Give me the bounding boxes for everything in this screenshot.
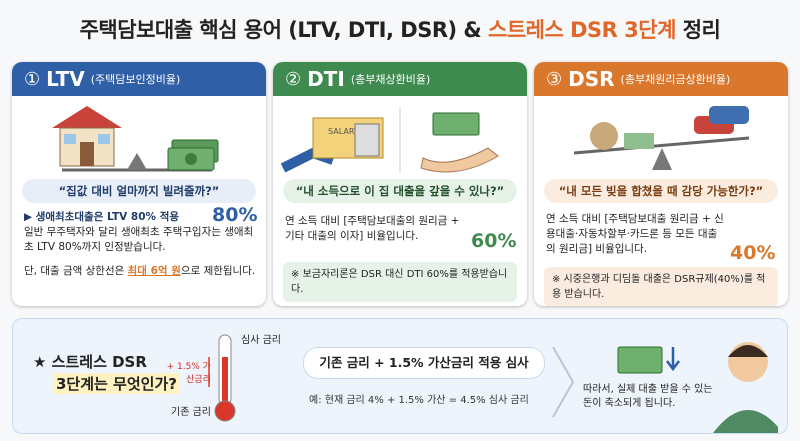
title-accent: 스트레스 DSR 3단계: [488, 18, 676, 42]
body: 일반 무주택자와 달리 생애최초 주택구입자는 생애최초 LTV 80%까지 인…: [24, 226, 254, 253]
thermometer: [208, 334, 236, 422]
note: 단, 대출 금액 상한선은 최대 6억 원으로 제한됩니다.: [24, 264, 256, 279]
illustration: [52, 106, 219, 172]
stress-panel: ★ 스트레스 DSR 3단계는 무엇인가? 심사 금리 + 1.5% 가산금리 …: [12, 318, 788, 434]
illustration: SALARY: [280, 108, 499, 173]
title-main: 주택담보대출 핵심 용어 (LTV, DTI, DSR) &: [79, 18, 482, 42]
card-number: ③: [546, 68, 563, 90]
illustration: [573, 106, 750, 170]
card-number: ②: [285, 68, 302, 90]
thermo-base: 기존 금리: [171, 407, 211, 418]
stress-heading-2: 3단계는 무엇인가?: [53, 373, 180, 394]
body: 연 소득 대비 [주택담보대출의 원리금 + 기타 대출의 이자] 비율입니다.: [285, 215, 460, 242]
stress-conclusion: 따라서, 실제 대출 받을 수 있는 돈이 축소되게 됩니다.: [583, 384, 713, 409]
note: ※ 보금자리론은 DSR 대신 DTI 60%를 적용받습니다.: [283, 262, 517, 302]
note-before: 단, 대출 금액 상한선은: [24, 265, 125, 277]
bullet-text: 생애최초대출은 LTV 80% 적용: [35, 211, 180, 223]
card-subtitle: (주택담보인정비율): [90, 73, 181, 86]
stress-heading-1: ★ 스트레스 DSR: [33, 353, 147, 371]
card-term: LTV: [46, 67, 85, 91]
card-subtitle: (총부채상환비율): [350, 73, 431, 86]
image-label: SALARY: [328, 127, 359, 136]
thermo-top: 심사 금리: [241, 335, 281, 346]
card-dti: ② DTI (총부채상환비율) SALARY “내 소득으로 이 집 대출을 갚…: [273, 62, 527, 306]
highlight-value: 80%: [212, 204, 258, 226]
card-header: ① LTV (주택담보인정비율): [12, 62, 266, 96]
title: 주택담보대출 핵심 용어 (LTV, DTI, DSR) & 스트레스 DSR …: [0, 14, 800, 44]
note-highlight: 최대 6억 원: [127, 265, 181, 277]
card-header: ③ DSR (총부채원리금상환비율): [534, 62, 788, 96]
conclusion-art: [552, 342, 778, 433]
card-header: ② DTI (총부채상환비율): [273, 62, 527, 96]
card-dsr: ③ DSR (총부채원리금상환비율) “내 모든 빚을 합쳤을 때 감당 가능한…: [534, 62, 788, 306]
card-term: DTI: [307, 67, 345, 91]
card-term: DSR: [568, 67, 615, 91]
question: “내 소득으로 이 집 대출을 갚을 수 있나?”: [283, 179, 517, 203]
stress-rule: 기존 금리 + 1.5% 가산금리 적용 심사: [303, 347, 545, 379]
note: ※ 시중은행과 디딤돌 대출은 DSR규제(40%)를 적용 받습니다.: [544, 267, 778, 306]
card-number: ①: [24, 68, 41, 90]
title-end: 정리: [682, 18, 721, 42]
bullet: ▶ 생애최초대출은 LTV 80% 적용: [24, 211, 180, 223]
stress-example: 예: 현재 금리 4% + 1.5% 가산 = 4.5% 심사 금리: [309, 395, 529, 406]
highlight-value: 60%: [471, 230, 517, 252]
note-after: 으로 제한됩니다.: [180, 265, 256, 277]
thermo-add: + 1.5% 가산금리: [166, 362, 211, 385]
card-subtitle: (총부채원리금상환비율): [620, 73, 731, 86]
question: “집값 대비 얼마까지 빌려줄까?”: [22, 179, 256, 203]
highlight-value: 40%: [730, 242, 776, 264]
body: 연 소득 대비 [주택담보대출 원리금 + 신용대출·자동차할부·카드론 등 모…: [546, 213, 724, 255]
card-ltv: ① LTV (주택담보인정비율) “집값 대비 얼마까지 빌려줄까?” ▶ 생애…: [12, 62, 266, 306]
question: “내 모든 빚을 합쳤을 때 감당 가능한가?”: [544, 179, 778, 203]
